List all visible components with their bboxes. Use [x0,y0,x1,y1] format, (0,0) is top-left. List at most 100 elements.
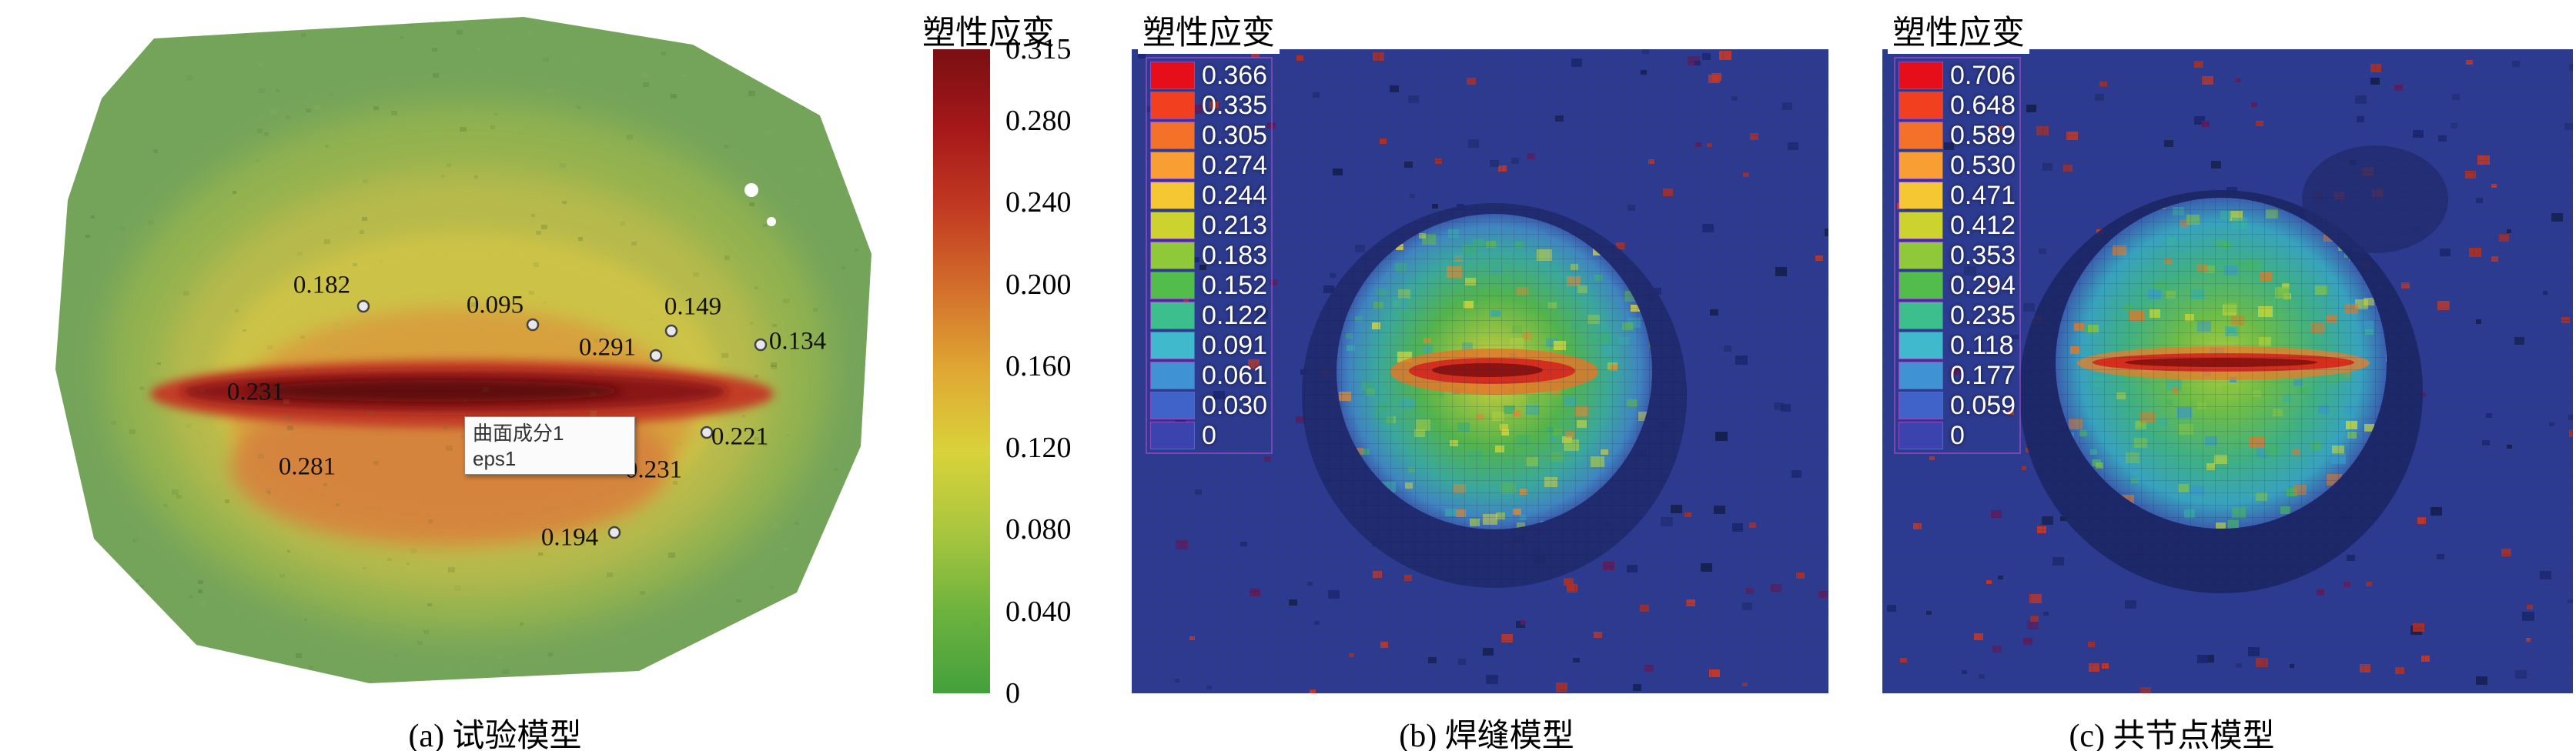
legend-value: 0.118 [1950,330,2014,360]
legend-row: 0.530 [1899,150,2016,180]
legend-swatch [1150,392,1195,419]
legend-swatch [1899,92,1943,119]
annotation-box: 曲面成分1 eps1 [464,416,635,475]
legend-row: 0.061 [1150,360,1268,390]
caption-c: (c) 共节点模型 [2069,719,2275,751]
legend-value: 0.589 [1950,120,2016,150]
legend-value: 0.213 [1202,210,1268,240]
legend-swatch [1899,332,1943,359]
legend-swatch [1150,92,1195,119]
legend-value: 0.471 [1950,180,2016,210]
colorbar-title: 塑性应变 [922,15,1055,52]
annotation-line2: eps1 [473,446,517,470]
colorbar [933,49,990,693]
measurement-point-marker [664,324,678,338]
legend-row: 0.213 [1150,210,1268,240]
legend-swatch [1899,122,1943,149]
measurement-point-marker [607,526,621,539]
legend-row: 0.235 [1899,301,2016,330]
legend-swatch [1150,212,1195,239]
legend-value: 0 [1202,420,1216,450]
colorbar-tick-label: 0 [1005,677,1020,709]
legend-row: 0.305 [1150,120,1268,150]
legend-swatch [1150,302,1195,329]
colorbar-tick-label: 0.160 [1005,349,1072,382]
legend-row: 0.294 [1899,270,2016,300]
measurement-label: 0.221 [711,422,769,451]
legend-swatch [1150,152,1195,179]
legend-row: 0.353 [1899,240,2016,270]
legend-row: 0 [1150,420,1267,450]
legend-row: 0.030 [1150,391,1267,420]
high-strain-band-max [246,380,624,402]
legend-value: 0.274 [1202,150,1268,180]
legend-swatch [1899,242,1943,269]
legend-row: 0.412 [1899,210,2016,240]
legend-value: 0.061 [1202,360,1268,390]
legend-value: 0.530 [1950,150,2016,180]
legend-swatch [1899,212,1943,239]
caption-b: (b) 焊缝模型 [1399,719,1574,751]
colorbar-tick-labels: 0.315 0.280 0.240 0.200 0.160 0.120 0.080 0.040… [1005,33,1129,709]
legend-row: 0.177 [1899,360,2016,390]
colorbar-tick-label: 0.080 [1005,513,1072,546]
legend-value: 0.294 [1950,270,2016,300]
legend-row: 0.706 [1899,60,2016,90]
legend-value: 0.059 [1950,390,2016,420]
legend-value: 0.152 [1202,270,1268,300]
legend-value: 0.091 [1202,330,1268,360]
legend-title: 塑性应变 [1888,6,2029,54]
measurement-label: 0.231 [226,378,285,406]
legend-value: 0.122 [1202,300,1268,330]
legend-row: 0.274 [1150,150,1268,180]
mesh-overlay [1882,49,2573,693]
colorbar-tick-label: 0.315 [1005,33,1072,65]
legend-value: 0.177 [1950,360,2016,390]
legend-swatch [1899,422,1943,449]
legend-value: 0.706 [1950,60,2016,90]
legend-row: 0.244 [1150,181,1267,210]
surface-hole [744,183,758,197]
legend-value: 0.353 [1950,240,2016,270]
legend-value: 0.305 [1202,120,1268,150]
measurement-label: 0.291 [578,333,637,362]
legend-swatch [1899,302,1943,329]
measurement-point-markers [356,299,768,539]
panel-a-contour [55,17,871,683]
legend-row: 0.122 [1150,300,1268,330]
surface-hole [767,217,776,226]
legend-swatch [1899,62,1943,89]
measurement-point-marker [356,299,370,313]
fringe-legend: 0.706 0.648 0.589 0.530 0.471 0.412 0.353 0.294… [1894,57,2022,454]
measurement-label: 0.095 [466,291,524,319]
colorbar-tick-label: 0.200 [1005,268,1072,301]
legend-swatch [1150,122,1195,149]
legend-swatch [1899,392,1943,419]
annotation-line1: 曲面成分1 [473,422,564,445]
colorbar-tick-label: 0.240 [1005,186,1072,219]
panel-b-fea [1132,49,1828,693]
legend-row: 0.091 [1150,330,1268,360]
measurement-label: 0.149 [664,292,722,321]
legend-value: 0 [1950,420,1965,450]
measurement-point-marker [754,338,768,352]
legend-row: 0.118 [1899,330,2016,360]
legend-value: 0.412 [1950,210,2016,240]
legend-row: 0 [1899,420,2016,450]
legend-row: 0.335 [1150,91,1267,120]
legend-swatch [1899,152,1943,179]
mesh-overlay [1132,49,1828,693]
colorbar-tick-label: 0.120 [1005,432,1072,465]
legend-swatch [1150,332,1195,359]
legend-row: 0.152 [1150,270,1268,300]
measurement-label: 0.194 [540,523,599,552]
caption-a: (a) 试验模型 [408,719,582,751]
legend-title: 塑性应变 [1138,6,1280,54]
measurement-point-marker [649,349,663,362]
legend-row: 0.183 [1150,241,1267,270]
legend-row: 0.366 [1150,61,1267,90]
fringe-legend: 0.366 0.335 0.305 0.274 0.244 0.213 0.183 0.152… [1146,57,1273,454]
colorbar-tick-label: 0.280 [1005,105,1072,137]
legend-swatch [1899,182,1943,209]
